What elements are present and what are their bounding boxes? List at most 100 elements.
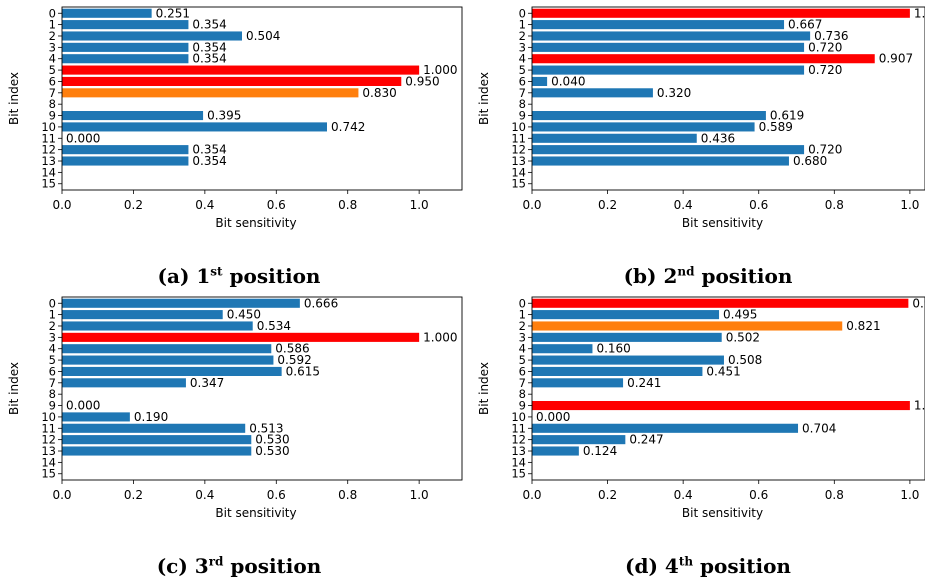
value-label-a-3: 0.354 — [192, 40, 226, 54]
y-tick-label-d-13: 13 — [511, 444, 526, 458]
bar-b-2 — [532, 31, 811, 41]
value-label-a-7: 0.830 — [362, 86, 396, 100]
caption-d-rest: position — [693, 554, 791, 578]
x-tick-label-a-5: 1.0 — [410, 198, 429, 212]
chart-b: 1.0000.6670.7360.7200.9070.7200.0400.320… — [477, 6, 925, 230]
value-label-a-9: 0.395 — [207, 109, 241, 123]
y-tick-label-d-6: 6 — [519, 364, 526, 378]
y-tick-label-c-4: 4 — [49, 342, 56, 356]
y-tick-label-c-13: 13 — [41, 444, 56, 458]
y-tick-label-a-9: 9 — [49, 109, 56, 123]
x-tick-label-b-2: 0.4 — [674, 198, 693, 212]
value-label-d-0: 0.996 — [912, 296, 925, 310]
value-label-b-9: 0.619 — [770, 109, 804, 123]
y-tick-label-b-3: 3 — [519, 40, 526, 54]
x-tick-label-b-1: 0.2 — [598, 198, 617, 212]
value-label-c-13: 0.530 — [255, 444, 289, 458]
bar-c-1 — [62, 310, 223, 320]
value-label-a-4: 0.354 — [192, 52, 226, 66]
x-tick-label-a-4: 0.8 — [338, 198, 357, 212]
value-label-a-11: 0.000 — [66, 131, 100, 145]
bar-d-13 — [532, 446, 579, 456]
y-tick-label-c-15: 15 — [41, 467, 56, 481]
bar-c-12 — [62, 435, 252, 445]
bar-c-4 — [62, 344, 272, 354]
value-label-d-5: 0.508 — [728, 353, 762, 367]
value-label-b-6: 0.040 — [551, 74, 585, 88]
bar-c-11 — [62, 423, 246, 433]
caption-b-label: (b) 2 — [623, 264, 678, 288]
y-tick-label-d-15: 15 — [511, 467, 526, 481]
x-tick-label-c-0: 0.0 — [52, 488, 71, 502]
value-label-c-10: 0.190 — [134, 410, 168, 424]
x-tick-label-a-3: 0.6 — [267, 198, 286, 212]
y-tick-label-d-3: 3 — [519, 330, 526, 344]
value-label-d-4: 0.160 — [596, 342, 630, 356]
y-tick-label-a-13: 13 — [41, 154, 56, 168]
bar-a-9 — [62, 111, 204, 121]
bar-d-11 — [532, 423, 799, 433]
y-tick-label-a-14: 14 — [41, 165, 56, 179]
value-label-d-7: 0.241 — [627, 376, 661, 390]
value-label-a-5: 1.000 — [423, 63, 457, 77]
x-tick-label-a-0: 0.0 — [52, 198, 71, 212]
value-label-d-3: 0.502 — [726, 330, 760, 344]
y-tick-label-d-9: 9 — [519, 399, 526, 413]
y-tick-label-d-4: 4 — [519, 342, 526, 356]
y-tick-label-b-10: 10 — [511, 120, 526, 134]
bar-b-3 — [532, 42, 805, 52]
value-label-c-2: 0.534 — [257, 319, 291, 333]
value-label-c-6: 0.615 — [286, 364, 320, 378]
value-label-c-7: 0.347 — [190, 376, 224, 390]
value-label-d-2: 0.821 — [846, 319, 880, 333]
bar-c-6 — [62, 366, 282, 376]
caption-b-suffix: nd — [677, 264, 695, 279]
x-tick-label-d-2: 0.4 — [674, 488, 693, 502]
y-tick-label-a-6: 6 — [49, 74, 56, 88]
y-tick-label-a-12: 12 — [41, 143, 56, 157]
bar-a-4 — [62, 54, 189, 64]
bar-a-6 — [62, 76, 402, 86]
y-tick-label-c-12: 12 — [41, 433, 56, 447]
value-label-a-0: 0.251 — [156, 6, 190, 20]
value-label-c-5: 0.592 — [277, 353, 311, 367]
x-tick-label-d-5: 1.0 — [900, 488, 919, 502]
chart-d: 0.9960.4950.8210.5020.1600.5080.4510.241… — [477, 296, 925, 520]
value-label-b-2: 0.736 — [814, 29, 848, 43]
value-label-c-12: 0.530 — [255, 433, 289, 447]
y-tick-label-c-7: 7 — [49, 376, 56, 390]
x-tick-label-d-4: 0.8 — [825, 488, 844, 502]
y-tick-label-b-12: 12 — [511, 143, 526, 157]
value-label-b-1: 0.667 — [788, 18, 822, 32]
x-tick-label-b-4: 0.8 — [825, 198, 844, 212]
y-tick-label-a-1: 1 — [49, 18, 56, 32]
bar-a-7 — [62, 88, 359, 98]
bar-b-13 — [532, 156, 789, 166]
y-tick-label-c-10: 10 — [41, 410, 56, 424]
chart-c: 0.6660.4500.5341.0000.5860.5920.6150.347… — [7, 296, 463, 520]
axes-frame-c — [61, 296, 463, 481]
x-axis-title-c: Bit sensitivity — [215, 506, 296, 520]
value-label-c-0: 0.666 — [304, 296, 338, 310]
value-label-a-13: 0.354 — [192, 154, 226, 168]
bar-c-3 — [62, 332, 420, 342]
bar-b-0 — [532, 8, 910, 18]
value-label-c-1: 0.450 — [227, 308, 261, 322]
bar-a-1 — [62, 20, 189, 30]
y-tick-label-b-14: 14 — [511, 165, 526, 179]
axes-frame-a — [61, 6, 463, 191]
y-tick-label-d-12: 12 — [511, 433, 526, 447]
caption-a-suffix: st — [210, 264, 223, 279]
value-label-a-2: 0.504 — [246, 29, 280, 43]
y-tick-label-a-4: 4 — [49, 52, 56, 66]
bar-b-5 — [532, 65, 805, 75]
bar-d-1 — [532, 310, 720, 320]
y-tick-label-d-7: 7 — [519, 376, 526, 390]
y-tick-label-c-11: 11 — [41, 421, 56, 435]
x-tick-label-b-0: 0.0 — [522, 198, 541, 212]
bar-d-9 — [532, 401, 910, 411]
value-label-d-10: 0.000 — [536, 410, 570, 424]
y-tick-label-b-15: 15 — [511, 177, 526, 191]
bar-b-1 — [532, 20, 785, 30]
bar-c-5 — [62, 355, 274, 365]
